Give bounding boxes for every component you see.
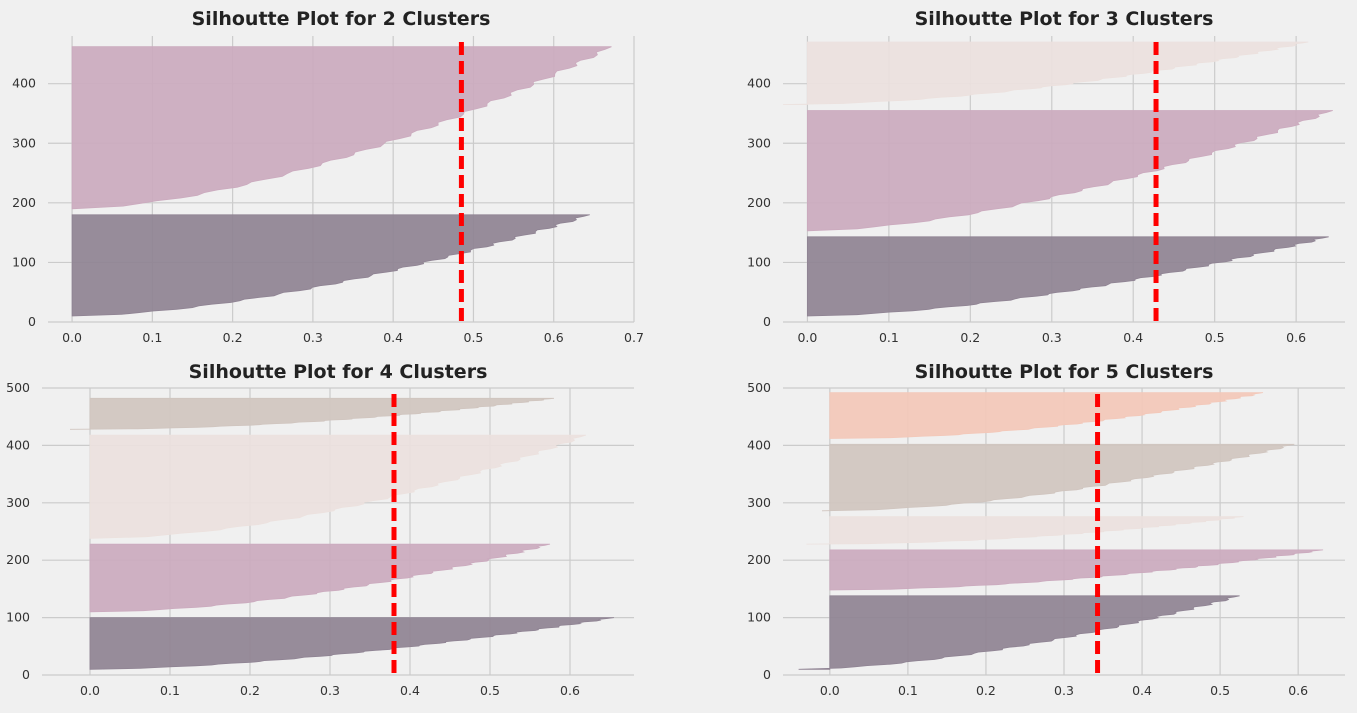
x-tick-label: 0.2	[976, 683, 996, 698]
x-tick-label: 0.4	[383, 330, 403, 345]
x-tick-label: 0.5	[464, 330, 484, 345]
y-tick-label: 0	[22, 667, 30, 682]
x-tick-label: 0.5	[1210, 683, 1230, 698]
cluster-0-silhouette	[807, 236, 1329, 317]
y-tick-label: 100	[747, 610, 771, 625]
cluster-4-silhouette	[829, 392, 1264, 439]
x-tick-label: 0.3	[303, 330, 323, 345]
y-tick-label: 100	[747, 254, 771, 269]
cluster-3-silhouette	[821, 443, 1295, 512]
cluster-2-silhouette	[782, 41, 1309, 105]
y-tick-label: 0	[763, 314, 771, 329]
x-tick-label: 0.4	[1123, 330, 1143, 345]
y-tick-label: 400	[747, 437, 771, 452]
x-tick-label: 0.6	[560, 683, 580, 698]
y-tick-label: 300	[747, 495, 771, 510]
subplot-title: Silhoutte Plot for 2 Clusters	[192, 8, 491, 30]
y-tick-label: 200	[12, 195, 36, 210]
x-tick-label: 0.3	[1042, 330, 1062, 345]
y-tick-label: 200	[747, 552, 771, 567]
x-tick-label: 0.1	[898, 683, 918, 698]
x-tick-label: 0.3	[320, 683, 340, 698]
y-tick-label: 0	[28, 314, 36, 329]
y-tick-label: 500	[747, 380, 771, 395]
cluster-1-silhouette	[89, 543, 551, 613]
subplot-title: Silhoutte Plot for 5 Clusters	[915, 361, 1214, 383]
y-tick-label: 300	[747, 135, 771, 150]
x-tick-label: 0.5	[1205, 330, 1225, 345]
subplot-3: 0.0 0.1 0.2 0.3 0.4 0.5 0.6 0 100 200 300 400 500 Sil…	[6, 361, 634, 698]
y-tick-label: 500	[6, 380, 30, 395]
y-tick-label: 200	[6, 552, 30, 567]
x-tick-label: 0.1	[160, 683, 180, 698]
x-tick-label: 0.6	[1288, 683, 1308, 698]
subplot-1: 0.0 0.1 0.2 0.3 0.4 0.5 0.6 0.7 0 100 200 300 400 Sil…	[12, 8, 644, 345]
x-tick-label: 0.2	[240, 683, 260, 698]
subplot-title: Silhoutte Plot for 3 Clusters	[915, 8, 1214, 30]
x-tick-label: 0.2	[223, 330, 243, 345]
x-tick-label: 0.4	[1132, 683, 1152, 698]
x-tick-label: 0.0	[820, 683, 840, 698]
x-tick-label: 0.1	[879, 330, 899, 345]
x-tick-label: 0.5	[480, 683, 500, 698]
x-tick-label: 0.0	[62, 330, 82, 345]
y-tick-label: 100	[12, 254, 36, 269]
y-tick-label: 400	[747, 76, 771, 91]
cluster-1-silhouette	[71, 46, 612, 210]
y-tick-label: 300	[6, 495, 30, 510]
x-tick-label: 0.6	[1286, 330, 1306, 345]
cluster-0-silhouette	[89, 617, 615, 670]
x-tick-label: 0.1	[142, 330, 162, 345]
cluster-1-silhouette	[807, 110, 1333, 232]
y-tick-label: 300	[12, 135, 36, 150]
cluster-2-silhouette	[806, 516, 1244, 545]
x-tick-label: 0.7	[624, 330, 644, 345]
y-tick-label: 400	[12, 76, 36, 91]
cluster-0-silhouette	[71, 214, 590, 317]
x-tick-label: 0.0	[80, 683, 100, 698]
x-tick-label: 0.0	[797, 330, 817, 345]
x-tick-label: 0.3	[1054, 683, 1074, 698]
x-tick-label: 0.6	[544, 330, 564, 345]
cluster-0-silhouette	[798, 595, 1240, 670]
y-tick-label: 0	[763, 667, 771, 682]
subplot-2: 0.0 0.1 0.2 0.3 0.4 0.5 0.6 0 100 200 300 400 Silhou…	[747, 8, 1345, 345]
cluster-3-silhouette	[69, 397, 555, 430]
x-tick-label: 0.4	[400, 683, 420, 698]
x-tick-label: 0.2	[960, 330, 980, 345]
y-tick-label: 400	[6, 437, 30, 452]
y-tick-label: 200	[747, 195, 771, 210]
y-tick-label: 100	[6, 610, 30, 625]
cluster-2-silhouette	[89, 434, 587, 539]
cluster-1-silhouette	[829, 549, 1324, 591]
subplot-title: Silhoutte Plot for 4 Clusters	[189, 361, 488, 383]
subplot-4: 0.0 0.1 0.2 0.3 0.4 0.5 0.6 0 100 200 300 400 500 Sil…	[747, 361, 1345, 698]
